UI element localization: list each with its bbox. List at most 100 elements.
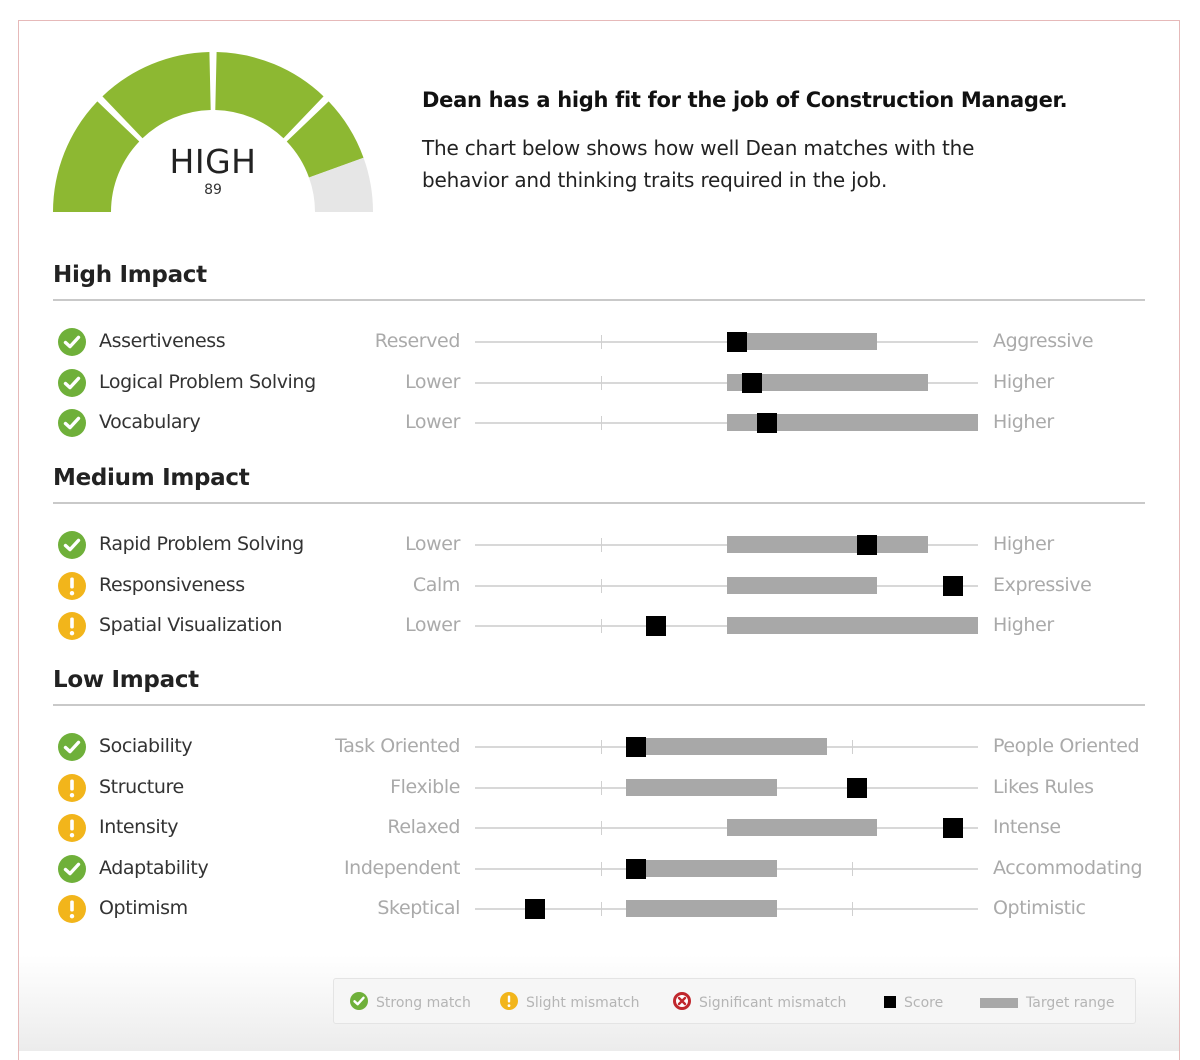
scale-tick (600, 619, 602, 634)
scale-tick (600, 375, 602, 390)
scale-high-label: Aggressive (993, 330, 1094, 352)
trait-row: Adaptability Independent Accommodating (0, 848, 1200, 888)
scale-low-label: Reserved (374, 330, 461, 352)
score-marker (625, 737, 646, 757)
legend-significant-mismatch: Significant mismatch (673, 992, 846, 1012)
scale-track (475, 899, 978, 920)
trait-row: Sociability Task Oriented People Oriented (0, 726, 1200, 766)
scale-high-label: Intense (993, 816, 1061, 839)
section-title: High Impact (53, 262, 207, 288)
trait-name: Logical Problem Solving (99, 370, 316, 393)
scale-low-label: Relaxed (387, 816, 460, 839)
check-circle-icon (58, 368, 86, 397)
trait-row: Intensity Relaxed Intense (0, 807, 1200, 847)
report-card (18, 20, 1180, 1060)
score-marker (625, 858, 646, 879)
scale-tick (600, 416, 602, 431)
score-marker (756, 413, 777, 434)
exclamation-circle-icon (58, 895, 86, 924)
exclamation-circle-icon (58, 814, 86, 843)
trait-name: Adaptability (99, 856, 209, 879)
trait-name: Sociability (99, 735, 193, 757)
trait-row: Optimism Skeptical Optimistic (0, 888, 1200, 928)
scale-high-label: People Oriented (993, 735, 1140, 757)
trait-row: Structure Flexible Likes Rules (0, 767, 1200, 807)
legend-label: Significant mismatch (699, 995, 847, 1011)
scale-track (475, 777, 978, 798)
exclamation-circle-icon (58, 612, 86, 641)
score-marker (942, 818, 963, 839)
scale-tick (600, 538, 602, 552)
scale-tick (600, 740, 602, 754)
scale-low-label: Lower (405, 533, 460, 555)
fit-headline: Dean has a high fit for the job of Const… (422, 88, 1068, 112)
scale-high-label: Likes Rules (993, 775, 1094, 798)
scale-track (475, 372, 978, 393)
scale-tick (852, 902, 854, 917)
score-marker (525, 899, 546, 920)
scale-track (475, 616, 978, 637)
scale-tick (600, 821, 602, 836)
fit-gauge (53, 52, 373, 212)
x-circle-icon (673, 992, 691, 1014)
scale-low-label: Task Oriented (335, 735, 460, 757)
scale-high-label: Higher (993, 370, 1054, 393)
trait-name: Vocabulary (99, 411, 201, 434)
target-range-bar (726, 617, 978, 635)
gauge-segment-2 (102, 52, 211, 139)
score-marker (942, 575, 963, 596)
trait-name: Structure (99, 775, 184, 798)
check-circle-icon (350, 992, 368, 1014)
score-marker (857, 535, 878, 555)
gauge-segment-4-empty (308, 157, 373, 212)
check-circle-icon (58, 409, 86, 438)
section-divider (53, 502, 1145, 504)
fit-level: HIGH (169, 142, 257, 181)
check-circle-icon (58, 854, 86, 883)
legend-label: Score (904, 994, 944, 1011)
scale-tick (600, 902, 602, 917)
target-range-bar (625, 778, 777, 796)
scale-tick (852, 861, 854, 876)
legend-label: Target range (1026, 994, 1115, 1011)
gauge-segment-1 (53, 101, 140, 212)
score-marker (726, 332, 747, 352)
scale-low-label: Lower (405, 411, 460, 434)
score-marker (646, 616, 667, 637)
scale-low-label: Flexible (390, 775, 460, 798)
target-range-bar (726, 414, 978, 432)
target-range-bar (726, 819, 878, 837)
scale-tick (600, 335, 602, 349)
trait-row: Vocabulary Lower Higher (0, 402, 1200, 442)
section-title: Medium Impact (53, 465, 250, 491)
score-square-icon (884, 993, 896, 1012)
scale-track (475, 858, 978, 879)
trait-row: Spatial Visualization Lower Higher (0, 605, 1200, 645)
scale-track (475, 575, 978, 596)
target-range-bar (625, 900, 777, 918)
gauge-segment-4 (286, 101, 364, 178)
scale-low-label: Independent (343, 856, 460, 879)
scale-tick (852, 740, 854, 754)
scale-high-label: Higher (993, 533, 1054, 555)
trait-name: Spatial Visualization (99, 614, 283, 637)
legend-label: Strong match (376, 995, 471, 1011)
scale-tick (600, 780, 602, 795)
trait-row: Rapid Problem Solving Lower Higher (0, 524, 1200, 564)
legend-slight-mismatch: Slight mismatch (500, 992, 639, 1012)
scale-high-label: Higher (993, 614, 1054, 637)
scale-high-label: Accommodating (993, 856, 1143, 879)
trait-row: Logical Problem Solving Lower Higher (0, 362, 1200, 402)
trait-row: Assertiveness Reserved Aggressive (0, 321, 1200, 361)
legend-target-range: Target range (980, 992, 1114, 1012)
scale-track (475, 535, 978, 555)
trait-name: Rapid Problem Solving (99, 533, 304, 555)
scale-tick (600, 578, 602, 593)
gauge-segment-3 (215, 52, 324, 139)
legend: Strong match Slight mismatch Significant… (333, 978, 1136, 1024)
target-range-bar (625, 859, 777, 877)
exclamation-circle-icon (58, 571, 86, 600)
scale-track (475, 818, 978, 839)
score-marker (847, 777, 868, 798)
exclamation-circle-icon (58, 773, 86, 802)
